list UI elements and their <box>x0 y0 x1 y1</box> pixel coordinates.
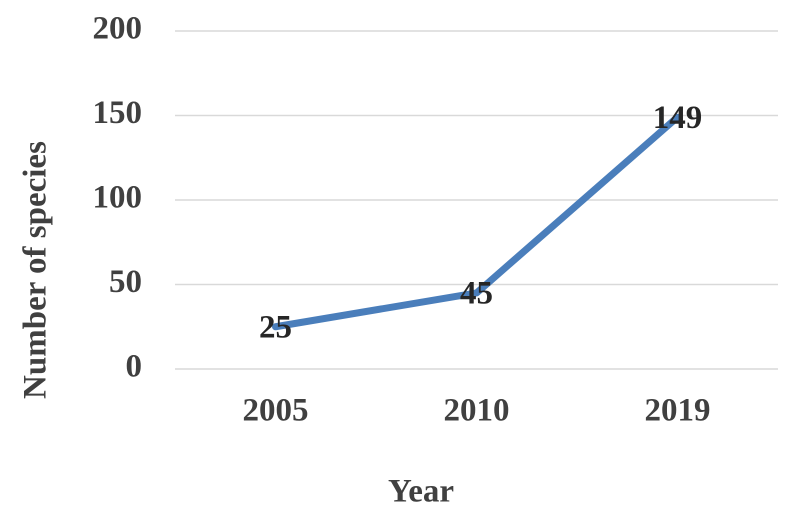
y-tick-label: 200 <box>93 11 143 47</box>
y-tick-label: 0 <box>126 349 143 385</box>
x-axis-label: Year <box>388 474 454 510</box>
y-tick-label: 100 <box>93 180 143 216</box>
y-tick-label: 50 <box>109 264 142 300</box>
x-tick-label: 2005 <box>243 393 309 429</box>
data-label: 25 <box>259 309 292 345</box>
data-label: 45 <box>460 276 493 312</box>
data-label: 149 <box>653 100 703 136</box>
data-line <box>272 113 681 331</box>
x-tick-label: 2019 <box>645 393 711 429</box>
y-axis-label: Number of species <box>18 141 54 399</box>
x-tick-label: 2010 <box>444 393 510 429</box>
y-tick-label: 150 <box>93 95 143 131</box>
